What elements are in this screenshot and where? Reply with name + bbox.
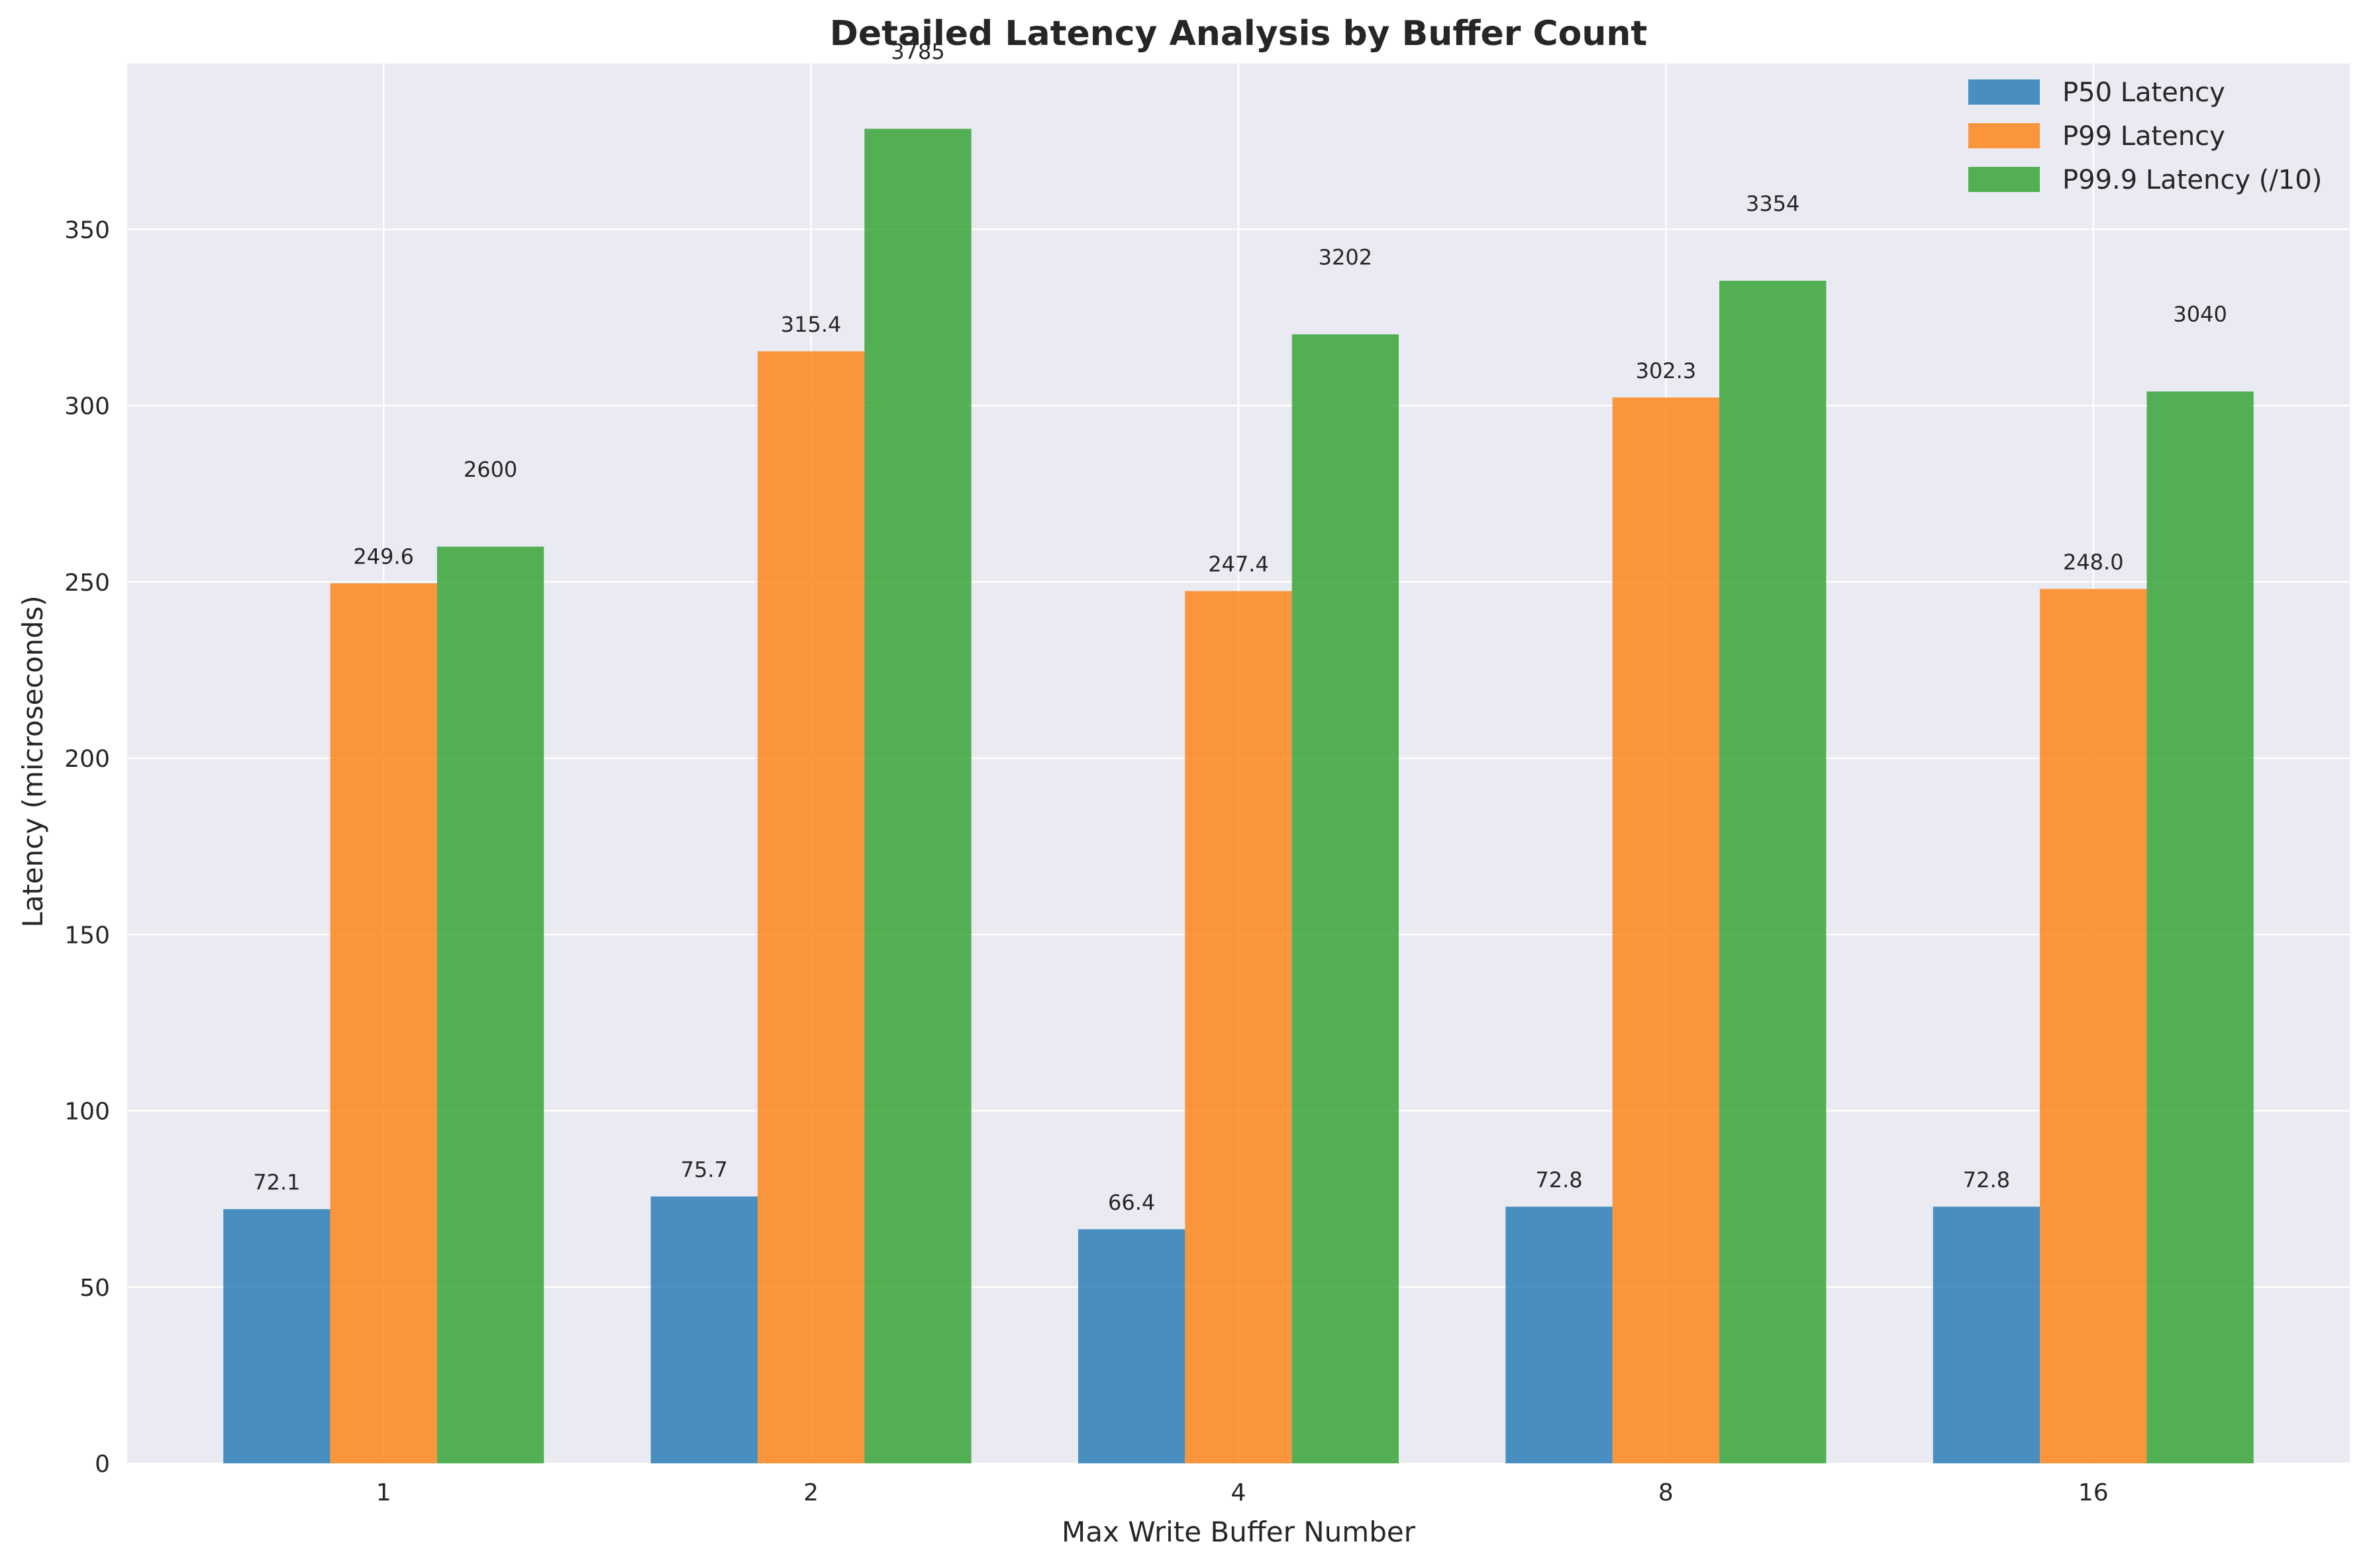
bar bbox=[1933, 1206, 2040, 1463]
x-tick-label: 8 bbox=[1658, 1479, 1674, 1506]
legend-label: P99.9 Latency (/10) bbox=[2062, 165, 2322, 195]
legend-label: P50 Latency bbox=[2062, 77, 2225, 108]
x-axis-label: Max Write Buffer Number bbox=[1062, 1516, 1416, 1548]
bar-value-labels: 72.1 75.7 66.4 72.8 72.8 249.6 315.4 247.4 302.3… bbox=[253, 39, 2227, 1215]
y-tick-labels: 0 50 100 150 200 250 300 350 bbox=[64, 217, 110, 1478]
y-tick-label: 350 bbox=[64, 217, 110, 244]
bar-value-label: 72.8 bbox=[1963, 1167, 2010, 1193]
bar bbox=[864, 128, 972, 1463]
legend-label: P99 Latency bbox=[2062, 121, 2225, 152]
bar-value-label: 3202 bbox=[1319, 244, 1372, 270]
bar bbox=[2146, 391, 2254, 1463]
bar-value-label: 72.1 bbox=[253, 1170, 300, 1195]
bar-value-label: 2600 bbox=[464, 457, 517, 482]
chart-title: Detailed Latency Analysis by Buffer Coun… bbox=[830, 14, 1648, 54]
bar bbox=[436, 546, 544, 1463]
bar bbox=[1078, 1229, 1185, 1463]
bar bbox=[2040, 589, 2147, 1464]
bar bbox=[223, 1209, 330, 1463]
bar-value-label: 249.6 bbox=[353, 544, 414, 569]
bar bbox=[650, 1196, 758, 1463]
bar bbox=[757, 351, 865, 1463]
y-axis-label: Latency (microseconds) bbox=[17, 595, 49, 928]
bar bbox=[1185, 591, 1292, 1463]
bar-value-label: 3785 bbox=[891, 39, 944, 64]
bar bbox=[1612, 397, 1720, 1464]
bar bbox=[1291, 334, 1399, 1463]
x-tick-label: 4 bbox=[1231, 1479, 1246, 1506]
y-tick-label: 50 bbox=[79, 1275, 110, 1302]
legend-swatch bbox=[1968, 79, 2040, 105]
legend-swatch bbox=[1968, 123, 2040, 148]
x-tick-label: 2 bbox=[803, 1479, 819, 1506]
y-tick-label: 200 bbox=[64, 746, 110, 773]
y-tick-label: 150 bbox=[64, 922, 110, 949]
legend: P50 Latency P99 Latency P99.9 Latency (/10… bbox=[1968, 77, 2322, 195]
bar-value-label: 315.4 bbox=[781, 312, 842, 337]
y-tick-label: 100 bbox=[64, 1099, 110, 1126]
bar-value-label: 302.3 bbox=[1636, 358, 1697, 383]
bar bbox=[330, 583, 437, 1463]
bar-value-label: 248.0 bbox=[2063, 550, 2124, 575]
legend-swatch bbox=[1968, 167, 2040, 192]
bar-value-label: 3040 bbox=[2173, 302, 2227, 327]
x-tick-label: 1 bbox=[376, 1479, 391, 1506]
x-tick-label: 16 bbox=[2078, 1479, 2109, 1506]
bar bbox=[1719, 281, 1827, 1463]
bar-value-label: 247.4 bbox=[1208, 552, 1269, 577]
y-tick-label: 300 bbox=[64, 393, 110, 420]
bar-value-label: 3354 bbox=[1746, 191, 1799, 216]
bar-value-label: 72.8 bbox=[1535, 1167, 1582, 1193]
bar-value-label: 66.4 bbox=[1108, 1190, 1155, 1215]
y-tick-label: 0 bbox=[95, 1451, 110, 1478]
bar-value-label: 75.7 bbox=[681, 1157, 728, 1183]
bar bbox=[1505, 1206, 1613, 1463]
x-tick-labels: 1 2 4 8 16 bbox=[376, 1479, 2109, 1506]
bars bbox=[223, 128, 2254, 1464]
y-tick-label: 250 bbox=[64, 569, 110, 597]
